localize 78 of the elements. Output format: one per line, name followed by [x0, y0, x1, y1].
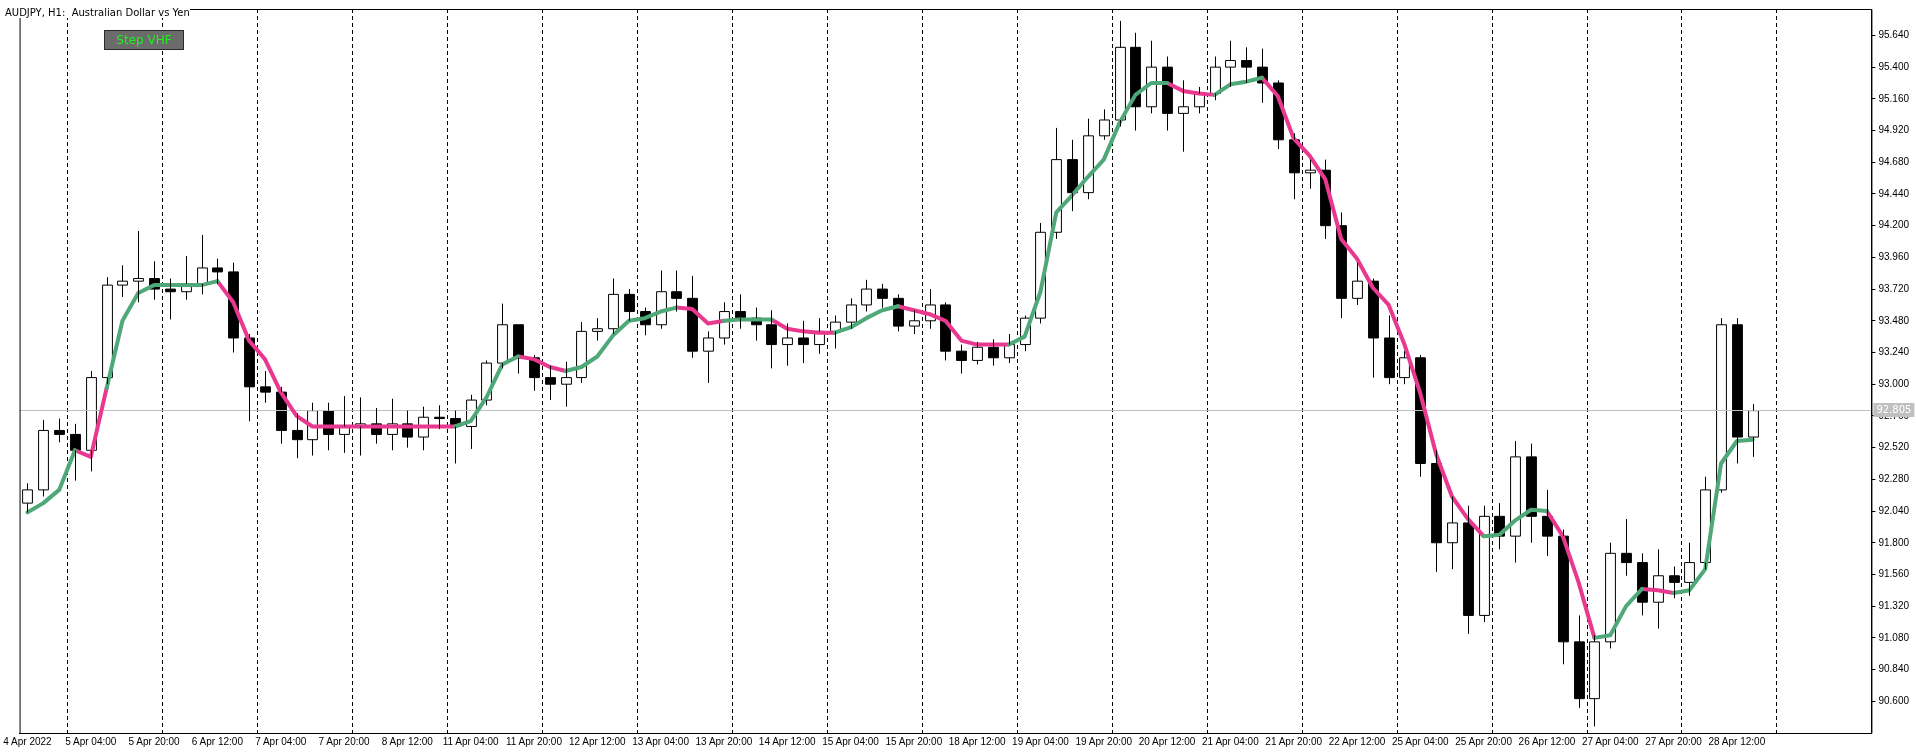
x-tick-label: 19 Apr 04:00	[1012, 735, 1070, 747]
candlestick	[1732, 317, 1743, 464]
y-tick-label: 95.640	[1878, 29, 1910, 41]
x-tick-label: 5 Apr 04:00	[65, 735, 117, 747]
x-tick-label: 11 Apr 20:00	[505, 735, 563, 747]
y-tick-label: 91.800	[1878, 536, 1910, 548]
candlestick	[1637, 552, 1648, 616]
x-tick-label: 21 Apr 04:00	[1202, 735, 1260, 747]
candlestick	[1684, 542, 1695, 597]
y-tick-label: 94.920	[1878, 124, 1910, 136]
candlestick	[86, 370, 97, 472]
candlestick	[846, 297, 857, 330]
y-tick-label: 93.480	[1878, 314, 1910, 326]
y-tick-label: 92.280	[1878, 473, 1910, 485]
x-tick-label: 22 Apr 12:00	[1328, 735, 1386, 747]
y-tick-label: 91.080	[1878, 631, 1910, 643]
y-tick-label: 93.960	[1878, 251, 1910, 263]
x-tick-label: 15 Apr 20:00	[885, 735, 943, 747]
candlestick	[1526, 443, 1537, 544]
ref-line-label: 92.805	[1876, 403, 1912, 415]
candlestick	[592, 317, 603, 342]
y-tick-label: 91.560	[1878, 568, 1910, 580]
y-tick-label: 92.520	[1878, 441, 1910, 453]
candlestick	[1574, 614, 1585, 709]
y-tick-label: 92.040	[1878, 504, 1910, 516]
y-tick-label: 95.400	[1878, 60, 1910, 72]
candlestick	[1510, 440, 1521, 564]
candlestick	[260, 370, 271, 404]
y-tick-label: 93.000	[1878, 377, 1910, 389]
x-tick-label: 21 Apr 20:00	[1265, 735, 1323, 747]
candlestick	[1178, 79, 1189, 153]
candlestick	[909, 309, 920, 335]
x-tick-label: 11 Apr 04:00	[442, 735, 500, 747]
y-tick-label: 94.440	[1878, 187, 1910, 199]
candlestick	[671, 270, 682, 313]
candlestick	[1463, 505, 1474, 635]
candlestick	[38, 419, 49, 498]
y-tick-label: 90.840	[1878, 663, 1910, 675]
y-tick-label: 93.720	[1878, 282, 1910, 294]
x-tick-label: 13 Apr 04:00	[632, 735, 690, 747]
x-tick-label: 12 Apr 12:00	[568, 735, 627, 747]
x-tick-label: 7 Apr 20:00	[318, 735, 371, 747]
candlestick	[561, 361, 572, 408]
x-tick-label: 14 Apr 12:00	[758, 735, 817, 747]
y-tick-label: 94.200	[1878, 219, 1910, 231]
x-tick-label: 5 Apr 20:00	[128, 735, 181, 747]
x-tick-label: 19 Apr 20:00	[1075, 735, 1133, 747]
candlestick	[1748, 403, 1759, 458]
x-tick-label: 6 Apr 12:00	[191, 735, 244, 747]
x-tick-label: 25 Apr 04:00	[1391, 735, 1450, 747]
y-tick-label: 90.600	[1878, 695, 1910, 707]
x-tick-label: 18 Apr 12:00	[948, 735, 1006, 747]
candlestick	[703, 330, 714, 384]
candlestick	[133, 230, 144, 303]
x-tick-label: 27 Apr 04:00	[1581, 735, 1640, 747]
x-tick-label: 15 Apr 04:00	[822, 735, 880, 747]
candlestick	[940, 301, 951, 361]
x-tick-label: 26 Apr 12:00	[1518, 735, 1576, 747]
x-tick-label: 8 Apr 12:00	[381, 735, 434, 747]
chart-title: AUDJPY, H1: Australian Dollar vs Yen	[5, 7, 190, 18]
candlestick	[545, 365, 556, 401]
x-tick-label: 13 Apr 20:00	[695, 735, 753, 747]
y-tick-label: 94.680	[1878, 156, 1910, 168]
x-tick-label: 7 Apr 04:00	[255, 735, 307, 747]
y-tick-label: 91.320	[1878, 599, 1910, 611]
candlestick	[1241, 46, 1252, 84]
x-tick-label: 20 Apr 12:00	[1138, 735, 1196, 747]
candlestick	[735, 293, 746, 330]
candlestick	[22, 482, 33, 513]
x-tick-label: 28 Apr 12:00	[1708, 735, 1766, 747]
x-tick-label: 4 Apr 2022	[3, 735, 53, 747]
candlestick	[1225, 40, 1236, 88]
candlestick	[497, 303, 508, 369]
y-tick-label: 93.240	[1878, 346, 1910, 358]
y-tick-label: 95.160	[1878, 92, 1910, 104]
annotation: Step VHF	[104, 30, 184, 50]
x-tick-label: 27 Apr 20:00	[1645, 735, 1703, 747]
x-tick-label: 25 Apr 20:00	[1455, 735, 1513, 747]
